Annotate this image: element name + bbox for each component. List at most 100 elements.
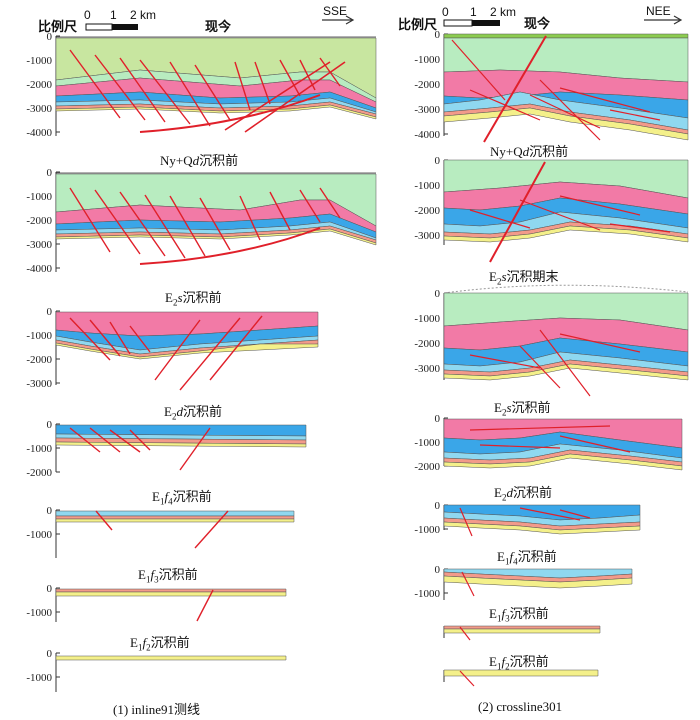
fault-left-p3: [69, 317, 111, 361]
right-caption: (2) crossline301: [478, 699, 563, 714]
right-p4-axis-ticklabel: 0: [435, 413, 441, 425]
right-p1-axis-ticklabel: -3000: [414, 104, 440, 116]
scale-zero-right: 0: [442, 5, 449, 19]
right-p3-axis-ticklabel: -3000: [414, 363, 440, 375]
right-p1-axis-ticklabel: -1000: [414, 54, 440, 66]
layer-e1f1-left-p6: [55, 591, 287, 597]
fault-left-p3: [179, 317, 241, 391]
fault-left-p1: [69, 49, 121, 119]
fault-left-p1: [94, 54, 146, 121]
direction-right: NEE: [646, 4, 671, 18]
right-p3-axis-ticklabel: -1000: [414, 313, 440, 325]
fault-right-p8: [459, 670, 475, 687]
left-p3-axis-ticklabel: -2000: [26, 354, 52, 366]
right-stage-title-4: E2d沉积前: [494, 485, 552, 503]
fault-left-p2: [119, 191, 166, 257]
left-p2-axis-ticklabel: -2000: [26, 215, 52, 227]
left-p1-axis-ticklabel: 0: [47, 31, 53, 43]
fault-left-p2: [199, 197, 231, 251]
layer-e1f1-right-p4: [443, 453, 683, 471]
layer-e1f2-left-p6: [55, 588, 287, 593]
fault-main-left-p1: [139, 94, 321, 133]
layer-e1f1-right-p8: [443, 669, 599, 677]
fault-left-p2: [269, 191, 291, 231]
fault-right-p6: [461, 571, 475, 597]
right-stage-title-7: E1f2沉积前: [489, 654, 549, 672]
left-p2-axis-ticklabel: 0: [47, 167, 53, 179]
right-p6-axis-ticklabel: 0: [435, 564, 441, 576]
left-p4-axis-ticklabel: -2000: [26, 467, 52, 479]
fault-right-p3: [469, 354, 541, 369]
fault-main-right-p2: [489, 161, 546, 263]
right-stage-title-6: E1f3沉积前: [489, 606, 549, 624]
layer-e1f1-left-p5: [55, 518, 295, 523]
fault-right-p5: [459, 507, 473, 537]
left-p2-axis-ticklabel: -4000: [26, 263, 52, 275]
fault-right-p7: [459, 626, 471, 641]
fault-left-p3: [89, 319, 121, 357]
right-p2-axis-ticklabel: -2000: [414, 205, 440, 217]
fault-left-p1: [194, 64, 231, 121]
left-stage-title-3: E2d沉积前: [164, 404, 222, 422]
left-p5-axis-ticklabel: 0: [47, 505, 53, 517]
fault-left-p5: [194, 510, 229, 549]
left-stage-title-5: E1f3沉积前: [138, 567, 198, 585]
left-p1-axis-ticklabel: -1000: [26, 55, 52, 67]
fault-left-p5: [95, 510, 113, 531]
left-caption: (1) inline91测线: [113, 702, 201, 717]
fault-left-p3: [154, 319, 201, 381]
scale-two-right: 2 km: [490, 5, 517, 19]
fault-left-p1: [169, 61, 211, 127]
left-p3-axis-ticklabel: -1000: [26, 330, 52, 342]
fault-right-p1: [529, 94, 601, 129]
left-p5-axis-ticklabel: -1000: [26, 529, 52, 541]
right-p3-axis-ticklabel: 0: [435, 288, 441, 300]
right-p1-axis-ticklabel: 0: [435, 29, 441, 41]
fault-right-p3: [559, 333, 641, 353]
right-p4-axis-ticklabel: -2000: [414, 461, 440, 473]
fault-left-p3: [209, 315, 263, 381]
scale-label-left: 比例尺: [38, 20, 78, 35]
scale-two-left: 2 km: [130, 8, 157, 22]
layer-e1f1-left-p7: [55, 655, 287, 661]
left-stage-title-6: E1f2沉积前: [130, 635, 190, 653]
fault-right-p1: [539, 79, 601, 141]
left-stage-title-1: Ny+Qd沉积前: [160, 153, 239, 168]
fault-left-p2: [94, 189, 141, 255]
left-p7-axis-ticklabel: 0: [47, 648, 53, 660]
layer-e1f2-left-p5: [55, 515, 295, 520]
scale-bar-right-black: [472, 20, 500, 26]
fault-left-p2: [144, 194, 186, 259]
layer-e1f1-right-p7: [443, 628, 601, 634]
scale-zero-left: 0: [84, 8, 91, 22]
left-p4-axis-ticklabel: 0: [47, 419, 53, 431]
present-label-right: 现今: [524, 17, 551, 32]
right-stage-title-2: E2s沉积期末: [489, 269, 559, 287]
layer-e1f2-right-p7: [443, 625, 601, 630]
scale-one-right: 1: [470, 5, 477, 19]
eroded-profile-right-p3: [443, 284, 689, 294]
right-p5-axis-ticklabel: 0: [435, 500, 441, 512]
right-p6-axis-ticklabel: -1000: [414, 588, 440, 600]
fault-right-p1: [609, 109, 661, 121]
fault-right-p4: [559, 435, 631, 453]
right-p2-axis-ticklabel: -3000: [414, 230, 440, 242]
fault-left-p2: [299, 189, 321, 223]
fault-right-p2: [469, 209, 531, 229]
left-p6-axis-ticklabel: -1000: [26, 607, 52, 619]
scale-bar-left-white: [85, 23, 113, 31]
fault-left-p4: [109, 429, 141, 453]
fault-left-p1: [234, 61, 251, 111]
left-p3-axis-ticklabel: -3000: [26, 378, 52, 390]
left-p7-axis-ticklabel: -1000: [26, 672, 52, 684]
fault-left-p1: [244, 61, 346, 133]
layer-e1f1-right-p2: [443, 225, 689, 243]
layer-e1f1-left-p2: [55, 228, 377, 246]
fault-right-p2: [559, 195, 641, 216]
fault-left-p4: [89, 427, 121, 453]
left-p6-axis-ticklabel: 0: [47, 583, 53, 595]
layer-e1f1-right-p6: [443, 575, 633, 589]
fault-left-p2: [239, 195, 261, 241]
fault-left-p4: [69, 427, 101, 453]
